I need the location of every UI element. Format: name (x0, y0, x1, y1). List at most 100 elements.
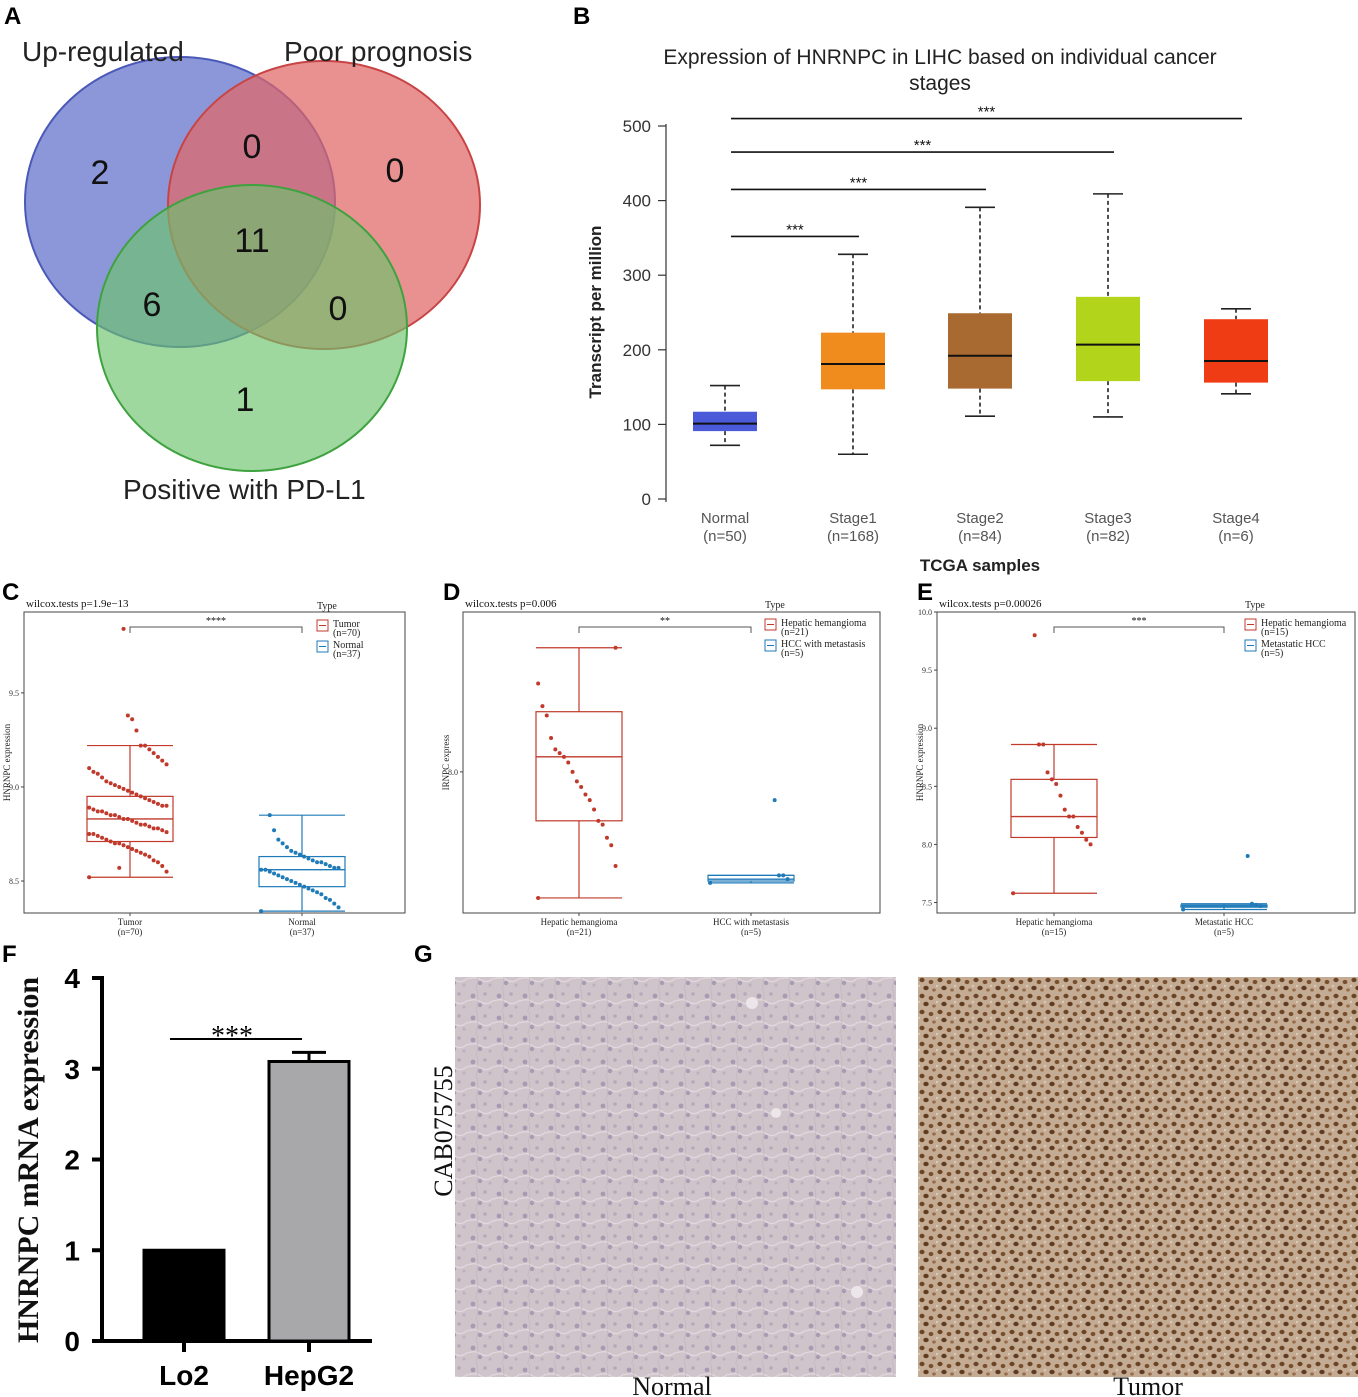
chart-data-point (561, 754, 566, 759)
chart-f-ytick-label: 2 (64, 1145, 80, 1176)
chart-legend-label: Hepatic hemangioma (1261, 618, 1347, 629)
chart-data-point (1058, 793, 1063, 798)
chart-f-xtick-label: HepG2 (264, 1360, 354, 1391)
chart-data-point (263, 867, 268, 872)
chart-data-point (151, 858, 156, 863)
chart-significance-bracket (578, 626, 752, 633)
chart-data-point (284, 845, 289, 850)
chart-data-point (143, 796, 148, 801)
chart-ytick-label: 7.5 (922, 899, 932, 908)
chart-data-point (259, 909, 264, 914)
chart-data-point (104, 811, 109, 816)
chart-data-point (327, 863, 332, 868)
chart-data-point (566, 760, 571, 765)
panel-label-c: C (2, 579, 19, 606)
chart-data-point (117, 841, 122, 846)
chart-data-point (332, 865, 337, 870)
chart-xtick-label: Metastatic HCC (1195, 917, 1253, 927)
chart-data-point (267, 813, 272, 818)
chart-data-point (121, 816, 126, 821)
venn-count-up-poor: 0 (243, 128, 262, 166)
chart-data-point (319, 892, 324, 897)
chart-data-point (293, 880, 298, 885)
chart-data-point (125, 713, 130, 718)
ihc-normal-vacuole (746, 997, 758, 1009)
chart-data-point (155, 754, 160, 759)
chart-b-significance-label: *** (786, 221, 804, 238)
chart-xtick-n: (n=5) (741, 927, 761, 937)
chart-data-point (155, 801, 160, 806)
chart-data-point (336, 905, 341, 910)
chart-data-point (100, 835, 105, 840)
chart-f-ytick-label: 1 (64, 1235, 80, 1266)
chart-xtick-n: (n=70) (118, 927, 143, 937)
chart-b-ytick-label: 400 (623, 192, 651, 211)
chart-xtick-n: (n=15) (1042, 927, 1067, 937)
chart-xtick-label: Normal (288, 917, 316, 927)
chart-data-point (297, 852, 302, 857)
chart-data-point (293, 850, 298, 855)
chart-data-point (570, 769, 575, 774)
venn-count-all: 11 (234, 222, 269, 260)
chart-legend-n: (n=5) (1261, 648, 1283, 659)
chart-data-point (1254, 902, 1259, 907)
chart-legend-title: Type (317, 601, 337, 612)
chart-b-xtick-n: (n=84) (958, 528, 1002, 545)
chart-subtitle: wilcox.tests p=0.00026 (939, 598, 1042, 610)
chart-xtick-label: Hepatic hemangioma (1016, 917, 1093, 927)
chart-significance-label: *** (1132, 616, 1147, 627)
chart-data-point (164, 803, 169, 808)
chart-data-point (267, 869, 272, 874)
chart-data-point (160, 863, 165, 868)
chart-b-significance-label: *** (914, 137, 932, 154)
chart-data-point (536, 681, 541, 686)
chart-data-point (143, 743, 148, 748)
chart-data-point (1041, 742, 1046, 747)
chart-data-point (708, 880, 713, 885)
chart-ytick-label: 9.5 (9, 689, 19, 698)
chart-significance-bracket (129, 626, 303, 633)
chart-legend-n: (n=5) (781, 648, 803, 659)
chart-ytick-label: 10.0 (918, 608, 932, 617)
chart-b-ytick-label: 300 (623, 266, 651, 285)
panel-e-hemangioma-metastatic-boxplot: E wilcox.tests p=0.00026 HNRNPC expressio… (915, 579, 1356, 937)
chart-xtick-label: HCC with metastasis (713, 917, 789, 927)
panel-a-venn: A 2 0 0 11 6 0 1 Up-regulated Poor progn… (4, 3, 481, 505)
chart-f-ytick-label: 4 (64, 963, 80, 994)
chart-b-xtick-n: (n=6) (1218, 528, 1253, 545)
chart-b-xtick-label: Stage1 (829, 510, 877, 527)
chart-data-point (164, 762, 169, 767)
chart-data-point (553, 747, 558, 752)
venn-count-poor-pos: 0 (329, 290, 348, 328)
chart-subtitle: wilcox.tests p=0.006 (465, 598, 557, 610)
venn-circle-positive-pdl1 (96, 184, 408, 472)
chart-data-point (1071, 814, 1076, 819)
chart-data-point (108, 781, 113, 786)
chart-legend-label: Metastatic HCC (1261, 639, 1326, 650)
chart-data-point (536, 895, 541, 900)
chart-data-point (272, 871, 277, 876)
chart-data-point (151, 800, 156, 805)
chart-data-point (138, 794, 143, 799)
chart-legend-n: (n=70) (333, 628, 360, 639)
chart-data-point (160, 803, 165, 808)
chart-data-point (112, 813, 117, 818)
chart-data-point (315, 890, 320, 895)
chart-data-point (164, 830, 169, 835)
chart-data-point (613, 863, 618, 868)
chart-legend-swatch (316, 640, 329, 653)
chart-data-point (130, 818, 135, 823)
venn-count-poor-only: 0 (386, 152, 405, 190)
chart-data-point (87, 805, 92, 810)
chart-significance-bracket (1053, 626, 1225, 633)
chart-data-point (785, 877, 790, 882)
chart-data-point (91, 807, 96, 812)
chart-legend-swatch (1244, 618, 1257, 631)
chart-data-point (544, 713, 549, 718)
chart-data-point (87, 831, 92, 836)
chart-data-point (143, 852, 148, 857)
chart-b-significance-label: *** (850, 174, 868, 191)
chart-data-point (134, 820, 139, 825)
ihc-normal-overlay (455, 977, 896, 1377)
